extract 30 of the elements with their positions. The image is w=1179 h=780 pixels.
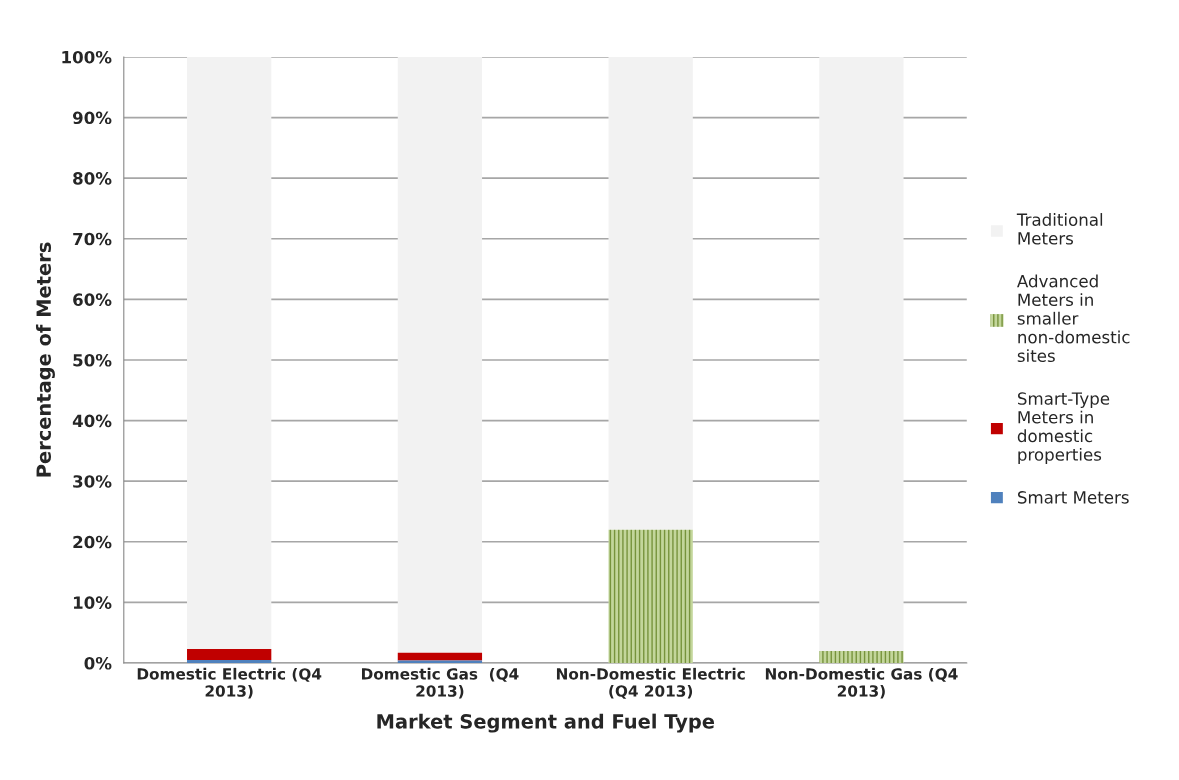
x-axis-title: Market Segment and Fuel Type bbox=[377, 713, 715, 733]
bar bbox=[187, 56, 272, 650]
bar bbox=[187, 659, 272, 663]
y-tick-label: 50% bbox=[73, 353, 112, 367]
bar bbox=[819, 56, 904, 651]
y-tick-label: 100% bbox=[62, 50, 112, 64]
y-axis-title: Percentage of Meters bbox=[35, 242, 55, 477]
x-tick-label: Domestic Electric (Q4 2013) bbox=[137, 667, 322, 699]
bar bbox=[819, 650, 904, 663]
bar bbox=[187, 649, 272, 660]
y-tick-label: 80% bbox=[73, 172, 112, 185]
y-tick-label: 10% bbox=[73, 596, 112, 609]
y-tick-label: 30% bbox=[73, 475, 112, 488]
y-tick-label: 60% bbox=[73, 293, 112, 306]
bar bbox=[608, 529, 693, 663]
bar bbox=[608, 56, 693, 530]
bar bbox=[397, 56, 483, 653]
x-tick-label: Domestic Gas (Q4 2013) bbox=[361, 667, 519, 699]
y-tick-label: 0% bbox=[84, 656, 112, 670]
legend-label: Smart-Type Meters in domestic properties bbox=[1017, 392, 1110, 465]
y-tick-label: 70% bbox=[73, 232, 112, 246]
legend-label: Advanced Meters in smaller non-domestic sites bbox=[1017, 274, 1130, 363]
x-tick-label: Non-Domestic Electric (Q4 2013) bbox=[556, 667, 745, 699]
legend-label: Smart Meters bbox=[1017, 491, 1129, 504]
y-tick-label: 40% bbox=[72, 414, 112, 428]
legend-label: Traditional Meters bbox=[1016, 213, 1103, 245]
y-tick-label: 20% bbox=[73, 535, 112, 549]
y-tick-label: 90% bbox=[72, 111, 112, 125]
bar bbox=[397, 652, 483, 661]
x-tick-label: Non-Domestic Gas (Q4 2013) bbox=[765, 667, 958, 699]
